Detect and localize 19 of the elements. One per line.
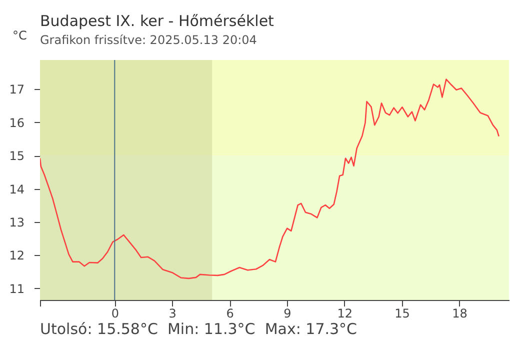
x-tick-label: 0: [111, 306, 119, 320]
text: Utolsó: 15.58°C Min: 11.3°C Max: 17.3°C: [40, 320, 358, 338]
y-tick-label: 17: [9, 82, 24, 97]
x-tick-label: 18: [452, 306, 468, 320]
x-tick-label: 6: [226, 306, 234, 320]
chart-title: Budapest IX. ker - Hőmérséklet: [40, 12, 274, 30]
y-axis-title: °C: [12, 28, 27, 42]
y-tick-label: 12: [9, 248, 24, 263]
x-tick-label: 9: [284, 306, 292, 320]
line-series: [40, 78, 500, 280]
x-tick-label: 3: [168, 306, 176, 320]
chart-subtitle: Grafikon frissítve: 2025.05.13 20:04: [40, 33, 257, 47]
x-tick-label: 12: [337, 306, 353, 320]
y-tick-label: 16: [9, 116, 24, 130]
y-tick-label: 11: [9, 282, 24, 296]
y-tick-label: 15: [9, 149, 24, 164]
x-tick-label: 15: [394, 306, 410, 320]
y-tick-label: 13: [9, 215, 24, 230]
y-tick-label: 14: [9, 182, 24, 196]
